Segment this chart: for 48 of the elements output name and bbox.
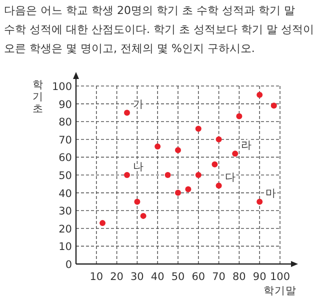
x-tick-label: 20 <box>110 271 124 283</box>
y-tick-label: 30 <box>58 206 72 218</box>
point <box>195 126 202 132</box>
point <box>134 198 140 205</box>
annotation: 다 <box>224 172 236 184</box>
point <box>195 172 202 178</box>
annotation: 나 <box>133 161 144 173</box>
x-tick-label: 100 <box>270 271 290 283</box>
point <box>124 110 130 116</box>
x-tick-label: 70 <box>212 271 226 283</box>
y-tick-label: 0 <box>65 259 72 271</box>
point <box>256 92 263 98</box>
point <box>164 172 171 178</box>
y-tick-label: 50 <box>58 170 72 182</box>
annotation: 라 <box>241 140 252 152</box>
chart-title: 다음은 어느 학교 학생 20명의 학기 초 수학 성적과 학기 말 수학 성적에 대한 산점도이다. 학기 초 성적보다 학기 말 성적이 오른 학생은 몇 명이고, 전체의 몇 %인지 구하시오. <box>4 4 314 55</box>
point <box>124 172 130 178</box>
y-axis-title: 학기초 <box>32 79 44 115</box>
annotation: 마 <box>266 188 277 200</box>
x-tick-label: 40 <box>150 271 164 283</box>
point <box>154 144 161 150</box>
y-tick-label: 100 <box>52 81 72 93</box>
x-tick-label: 10 <box>90 271 104 283</box>
y-tick-label: 70 <box>58 134 72 146</box>
point <box>216 136 222 142</box>
x-tick-label: 30 <box>130 271 144 283</box>
point <box>185 186 192 192</box>
point <box>212 161 218 168</box>
x-tick-label: 80 <box>232 271 246 283</box>
y-tick-label: 90 <box>58 98 72 111</box>
point <box>100 220 106 226</box>
x-tick-label: 60 <box>192 271 206 283</box>
y-tick-label: 20 <box>58 223 72 236</box>
point <box>270 102 277 109</box>
point <box>175 190 181 196</box>
x-tick-label: 50 <box>171 271 185 283</box>
point <box>256 198 263 205</box>
point <box>236 113 242 120</box>
point <box>140 212 146 219</box>
point <box>175 147 181 154</box>
x-axis-title: 학기말 <box>264 285 296 297</box>
y-tick-label: 10 <box>58 241 72 254</box>
x-tick-label: 90 <box>252 271 266 283</box>
point <box>232 150 238 157</box>
point <box>216 182 222 189</box>
y-tick-label: 40 <box>58 188 72 200</box>
y-tick-label: 60 <box>58 152 72 164</box>
y-tick-label: 80 <box>58 116 72 129</box>
